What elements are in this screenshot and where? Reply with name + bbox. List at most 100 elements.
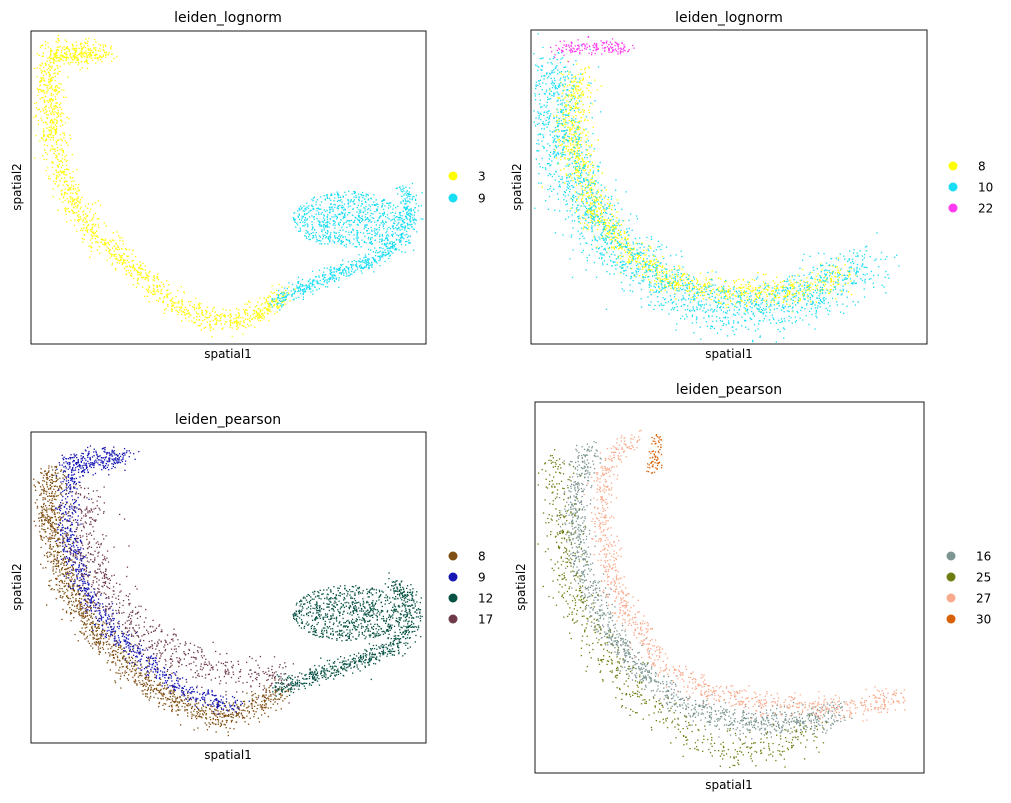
point — [558, 138, 560, 141]
point — [42, 89, 44, 91]
point — [610, 219, 612, 221]
point — [65, 47, 68, 50]
point — [669, 276, 671, 278]
point — [363, 257, 365, 259]
point — [575, 104, 577, 106]
point — [206, 306, 208, 308]
point — [393, 218, 395, 220]
point — [572, 134, 575, 136]
point — [324, 243, 326, 245]
point — [146, 295, 148, 297]
point — [390, 202, 392, 204]
point — [101, 56, 103, 58]
point — [692, 284, 695, 287]
point — [590, 92, 592, 94]
point — [43, 84, 45, 86]
point — [150, 292, 152, 294]
point — [580, 120, 582, 122]
point — [382, 225, 384, 228]
point — [583, 161, 585, 163]
point — [58, 153, 60, 155]
point — [667, 282, 669, 284]
point — [44, 47, 47, 49]
point — [697, 294, 699, 297]
point — [801, 290, 803, 292]
point — [82, 53, 84, 55]
point — [87, 203, 89, 205]
point — [662, 272, 664, 275]
point — [577, 155, 579, 158]
point — [764, 291, 766, 293]
point — [64, 158, 66, 161]
point — [246, 309, 248, 311]
point — [389, 206, 392, 208]
point — [587, 89, 590, 92]
point — [693, 288, 695, 290]
point — [184, 312, 186, 314]
point — [345, 275, 348, 277]
point — [72, 185, 75, 187]
point — [582, 201, 584, 203]
point — [834, 275, 836, 278]
point — [312, 207, 315, 210]
point — [344, 191, 346, 193]
point — [337, 194, 340, 197]
point — [318, 212, 320, 214]
point — [716, 288, 718, 291]
point — [551, 72, 553, 74]
point — [626, 231, 628, 234]
point — [383, 228, 385, 230]
point — [353, 271, 356, 273]
point — [59, 106, 61, 108]
point — [299, 288, 301, 290]
point — [683, 279, 685, 281]
point — [61, 171, 63, 174]
point — [749, 285, 752, 288]
point — [364, 224, 366, 226]
point — [863, 266, 865, 268]
point — [106, 259, 108, 261]
point — [716, 332, 719, 334]
point — [584, 71, 586, 74]
point — [392, 233, 394, 235]
point — [783, 290, 785, 292]
point — [676, 309, 679, 311]
point — [360, 267, 362, 269]
point — [571, 148, 573, 150]
point — [664, 285, 666, 287]
point — [139, 261, 141, 263]
point — [728, 285, 730, 287]
point — [74, 48, 76, 50]
point — [53, 62, 55, 64]
point — [353, 190, 355, 193]
point — [308, 284, 310, 286]
point — [747, 292, 749, 295]
point — [400, 240, 402, 242]
point — [379, 257, 381, 259]
point — [801, 294, 804, 296]
point — [577, 175, 580, 177]
point — [336, 200, 339, 202]
point — [56, 93, 58, 96]
point — [591, 175, 594, 177]
point — [577, 92, 579, 94]
point — [577, 147, 579, 149]
point — [39, 81, 41, 83]
point — [674, 281, 676, 283]
point — [537, 134, 539, 136]
point — [343, 272, 345, 274]
point — [235, 321, 238, 324]
point — [365, 264, 368, 266]
point — [578, 147, 580, 149]
point — [591, 214, 593, 216]
point — [401, 217, 403, 220]
point — [578, 86, 580, 88]
point — [56, 55, 58, 57]
point — [362, 259, 364, 261]
point — [55, 105, 57, 107]
point — [586, 224, 588, 226]
point — [45, 63, 47, 65]
point — [575, 208, 578, 210]
point — [834, 272, 836, 274]
point — [597, 219, 600, 222]
